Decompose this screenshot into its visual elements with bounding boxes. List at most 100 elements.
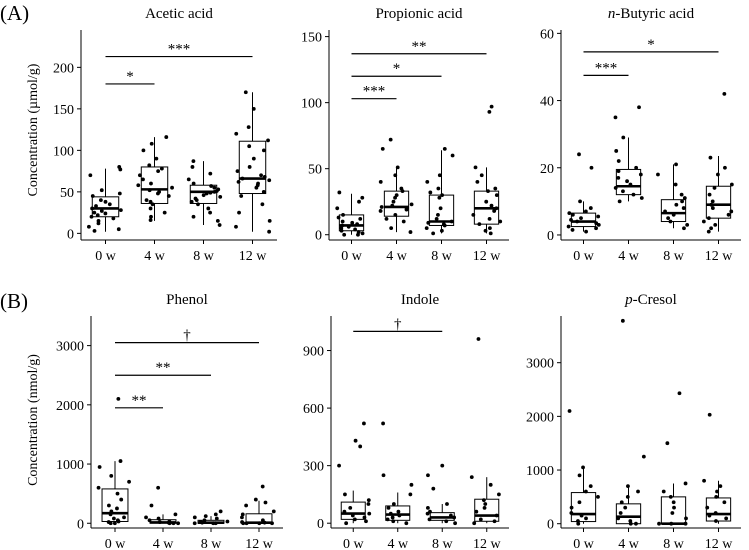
data-point — [156, 191, 160, 196]
data-point — [337, 190, 342, 195]
significance-label: * — [126, 69, 134, 85]
x-tick-label: 4 w — [618, 249, 640, 264]
data-point — [442, 146, 447, 151]
data-point — [112, 516, 116, 521]
data-point — [488, 482, 493, 487]
data-point — [621, 189, 625, 194]
significance-label: * — [393, 61, 401, 77]
data-point — [722, 500, 727, 505]
data-point — [144, 515, 148, 520]
data-point — [253, 497, 258, 502]
data-point — [366, 502, 371, 506]
panel-title: Propionic acid — [375, 6, 463, 22]
data-point — [628, 182, 633, 187]
data-point — [673, 182, 678, 187]
x-tick-label: 8 w — [431, 249, 453, 264]
panel-title-text: Propionic acid — [375, 6, 463, 22]
data-point — [581, 465, 585, 470]
x-tick-label: 8 w — [663, 537, 685, 550]
data-point — [483, 228, 488, 233]
data-point — [583, 209, 588, 214]
data-point — [388, 137, 393, 142]
data-point — [156, 169, 161, 174]
data-point — [668, 219, 673, 224]
data-point — [213, 512, 218, 517]
box-iqr — [570, 492, 597, 523]
panel-title: Acetic acid — [145, 6, 213, 22]
data-point — [701, 219, 706, 224]
data-point — [356, 232, 360, 237]
x-tick-label: 0 w — [343, 537, 365, 550]
data-point — [712, 186, 717, 190]
data-point — [240, 515, 244, 520]
data-point — [350, 220, 355, 225]
data-point — [713, 511, 718, 515]
data-point — [355, 222, 359, 227]
y-tick-label: 300 — [303, 460, 324, 475]
data-point — [366, 498, 371, 503]
data-point — [578, 199, 582, 204]
data-point — [639, 196, 644, 200]
data-point — [636, 489, 640, 494]
panel-title-text: Acetic acid — [145, 6, 213, 22]
data-point — [431, 231, 436, 236]
data-point — [596, 494, 600, 499]
data-point — [426, 505, 430, 510]
x-tick-label: 12 w — [473, 249, 502, 264]
data-point — [92, 210, 97, 215]
data-point — [103, 199, 108, 204]
x-tick-label: 8 w — [432, 537, 454, 550]
data-point — [726, 212, 731, 217]
y-axis-label-a: Concentration (µmol/g) — [26, 63, 41, 196]
data-point — [99, 209, 104, 213]
significance-label: *** — [168, 42, 191, 58]
data-point — [569, 217, 573, 222]
data-point — [401, 219, 406, 224]
y-tick-label: 0 — [547, 518, 554, 533]
data-point — [251, 106, 256, 111]
panel-title: Phenol — [166, 292, 208, 308]
data-point — [260, 202, 265, 207]
data-point — [569, 511, 574, 515]
data-point — [436, 213, 440, 217]
data-point — [362, 515, 367, 520]
data-point — [171, 521, 176, 526]
data-point — [108, 521, 113, 526]
chart-panel: p-Cresol 0 1000 2000 3000 0 w 4 w 8 w 12 w — [526, 292, 741, 550]
data-point — [271, 509, 276, 514]
data-point — [266, 138, 270, 143]
data-point — [254, 185, 259, 190]
x-tick-label: 0 w — [573, 249, 595, 264]
data-point — [346, 224, 351, 229]
data-point — [386, 505, 391, 510]
significance-label: † — [394, 316, 402, 332]
data-point — [723, 165, 727, 170]
data-point — [596, 214, 601, 219]
data-point — [722, 91, 727, 96]
y-tick-label: 0 — [547, 229, 554, 244]
data-point — [186, 177, 191, 182]
y-tick-label: 3000 — [56, 340, 84, 355]
data-point — [342, 509, 347, 514]
data-point — [381, 473, 386, 478]
data-point — [393, 195, 397, 200]
data-point — [147, 188, 152, 193]
data-point — [167, 521, 172, 526]
data-point — [358, 444, 363, 449]
data-point — [96, 485, 101, 490]
x-tick-label: 4 w — [144, 249, 166, 264]
data-point — [434, 216, 439, 221]
data-point — [87, 224, 91, 229]
data-point — [576, 521, 581, 526]
panel-title: Indole — [401, 292, 440, 308]
data-point — [263, 500, 268, 505]
data-point — [579, 216, 583, 221]
data-point — [663, 209, 667, 214]
data-point — [613, 186, 618, 190]
data-point — [682, 226, 686, 231]
data-point — [713, 222, 718, 227]
data-point — [196, 202, 200, 207]
data-point — [623, 505, 628, 510]
x-tick-label: 8 w — [663, 249, 685, 264]
